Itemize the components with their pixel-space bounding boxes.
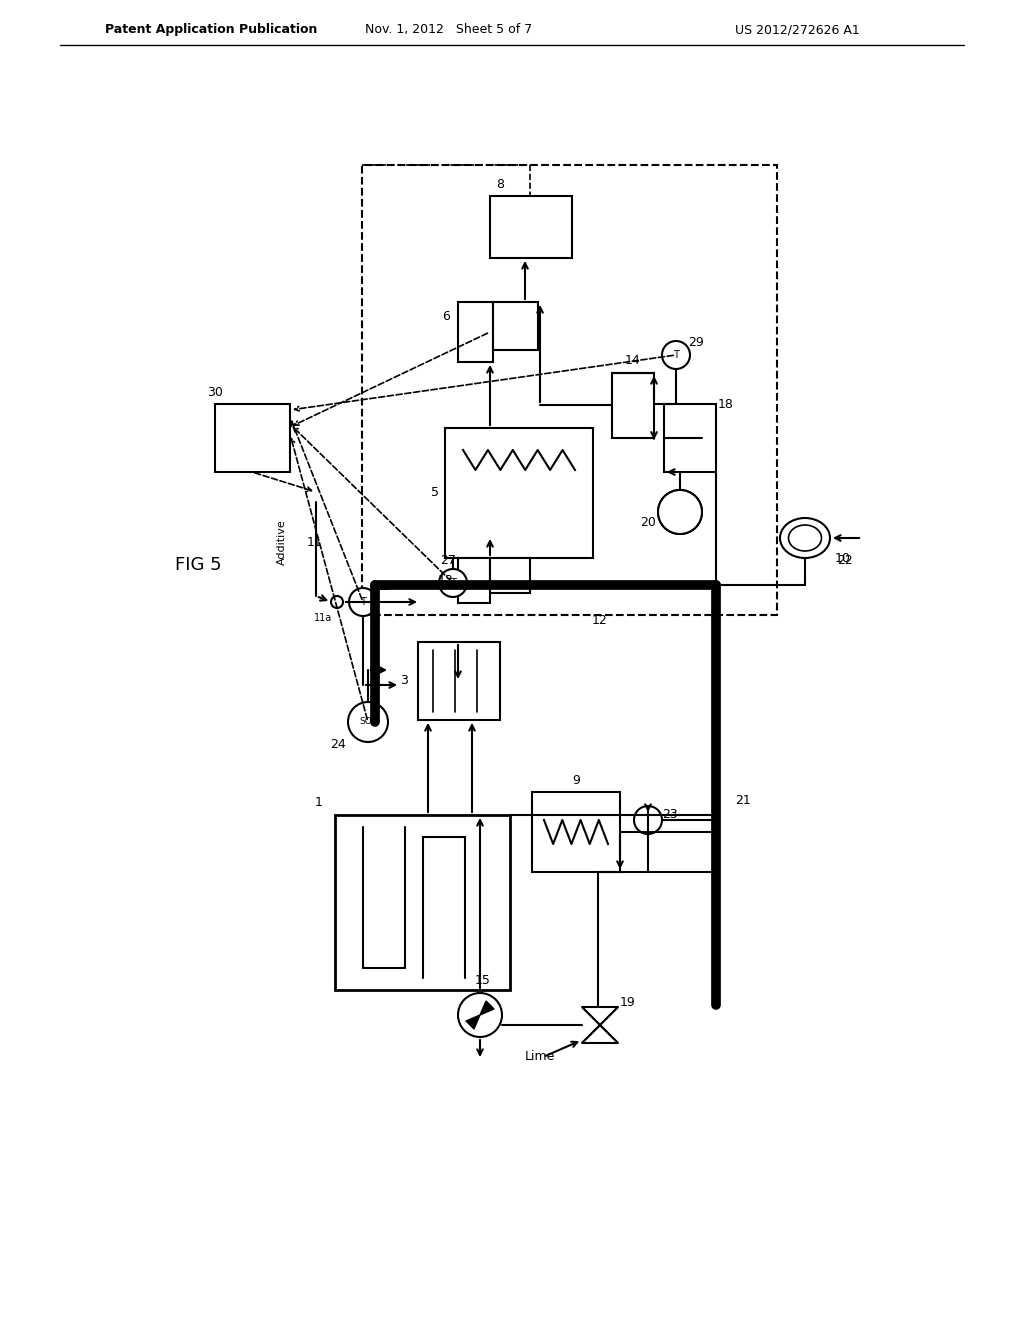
- Ellipse shape: [788, 525, 821, 550]
- Text: 15: 15: [475, 974, 490, 987]
- Text: 24: 24: [330, 738, 346, 751]
- Polygon shape: [666, 512, 680, 525]
- Text: 9: 9: [572, 774, 580, 787]
- Text: T: T: [673, 350, 679, 360]
- Text: 1: 1: [315, 796, 323, 809]
- Bar: [664, 404, 716, 473]
- Text: 30: 30: [207, 385, 223, 399]
- Bar: [445, 428, 593, 558]
- Circle shape: [658, 490, 702, 535]
- Bar: [612, 374, 654, 438]
- Text: 18: 18: [718, 397, 734, 411]
- Text: 22: 22: [837, 553, 853, 566]
- Text: 10: 10: [835, 552, 851, 565]
- Text: T: T: [360, 597, 366, 607]
- Bar: [335, 814, 510, 990]
- Text: Additive: Additive: [278, 519, 287, 565]
- Bar: [532, 792, 620, 873]
- Text: Nov. 1, 2012   Sheet 5 of 7: Nov. 1, 2012 Sheet 5 of 7: [365, 24, 532, 37]
- Circle shape: [458, 993, 502, 1038]
- Text: 11: 11: [307, 536, 323, 549]
- Polygon shape: [466, 1015, 480, 1030]
- Text: 8: 8: [496, 177, 504, 190]
- Text: 12: 12: [592, 614, 608, 627]
- Circle shape: [634, 807, 662, 834]
- Text: FIG 5: FIG 5: [175, 556, 221, 574]
- Bar: [490, 195, 572, 257]
- Circle shape: [662, 341, 690, 370]
- Text: 27: 27: [440, 554, 456, 568]
- Bar: [362, 165, 777, 615]
- Circle shape: [658, 490, 702, 535]
- Text: 6: 6: [442, 310, 450, 323]
- Text: 21: 21: [735, 793, 751, 807]
- Ellipse shape: [780, 517, 830, 558]
- Text: 14: 14: [625, 355, 641, 367]
- Polygon shape: [582, 1007, 618, 1043]
- Polygon shape: [480, 1001, 494, 1015]
- Text: 29: 29: [688, 337, 703, 350]
- Text: US 2012/272626 A1: US 2012/272626 A1: [735, 24, 860, 37]
- Text: Patent Application Publication: Patent Application Publication: [105, 24, 317, 37]
- Bar: [458, 302, 493, 362]
- Text: 20: 20: [640, 516, 656, 528]
- Circle shape: [348, 702, 388, 742]
- Bar: [418, 642, 500, 719]
- Text: 11a: 11a: [314, 612, 332, 623]
- Polygon shape: [680, 498, 694, 512]
- Text: 19: 19: [621, 997, 636, 1010]
- Text: 13: 13: [438, 574, 454, 587]
- Text: T: T: [451, 578, 456, 587]
- Bar: [215, 404, 290, 473]
- Circle shape: [349, 587, 377, 616]
- Text: 3: 3: [400, 675, 408, 688]
- Bar: [458, 558, 490, 603]
- Bar: [490, 558, 530, 593]
- Text: SO₃: SO₃: [359, 718, 376, 726]
- Circle shape: [331, 597, 343, 609]
- Text: 25: 25: [375, 579, 391, 593]
- Bar: [493, 302, 538, 350]
- Text: Lime: Lime: [525, 1051, 555, 1064]
- Text: 5: 5: [431, 487, 439, 499]
- Circle shape: [439, 569, 467, 597]
- Text: 23: 23: [663, 808, 678, 821]
